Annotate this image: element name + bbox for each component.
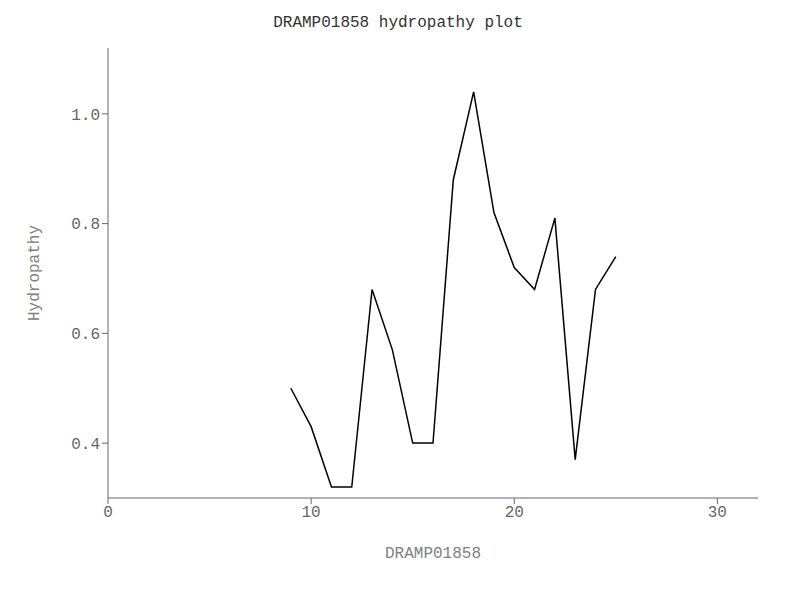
svg-text:0: 0 <box>103 504 113 522</box>
svg-text:Hydropathy: Hydropathy <box>26 225 44 321</box>
svg-text:10: 10 <box>302 504 321 522</box>
svg-text:20: 20 <box>505 504 524 522</box>
svg-text:30: 30 <box>708 504 727 522</box>
svg-text:0.6: 0.6 <box>71 326 100 344</box>
svg-text:DRAMP01858: DRAMP01858 <box>385 545 481 563</box>
svg-text:1.0: 1.0 <box>71 107 100 125</box>
svg-text:0.4: 0.4 <box>71 436 100 454</box>
svg-text:0.8: 0.8 <box>71 216 100 234</box>
html-text:DRAMP01858 hydropathy plot: DRAMP01858 hydropathy plot <box>273 14 523 32</box>
